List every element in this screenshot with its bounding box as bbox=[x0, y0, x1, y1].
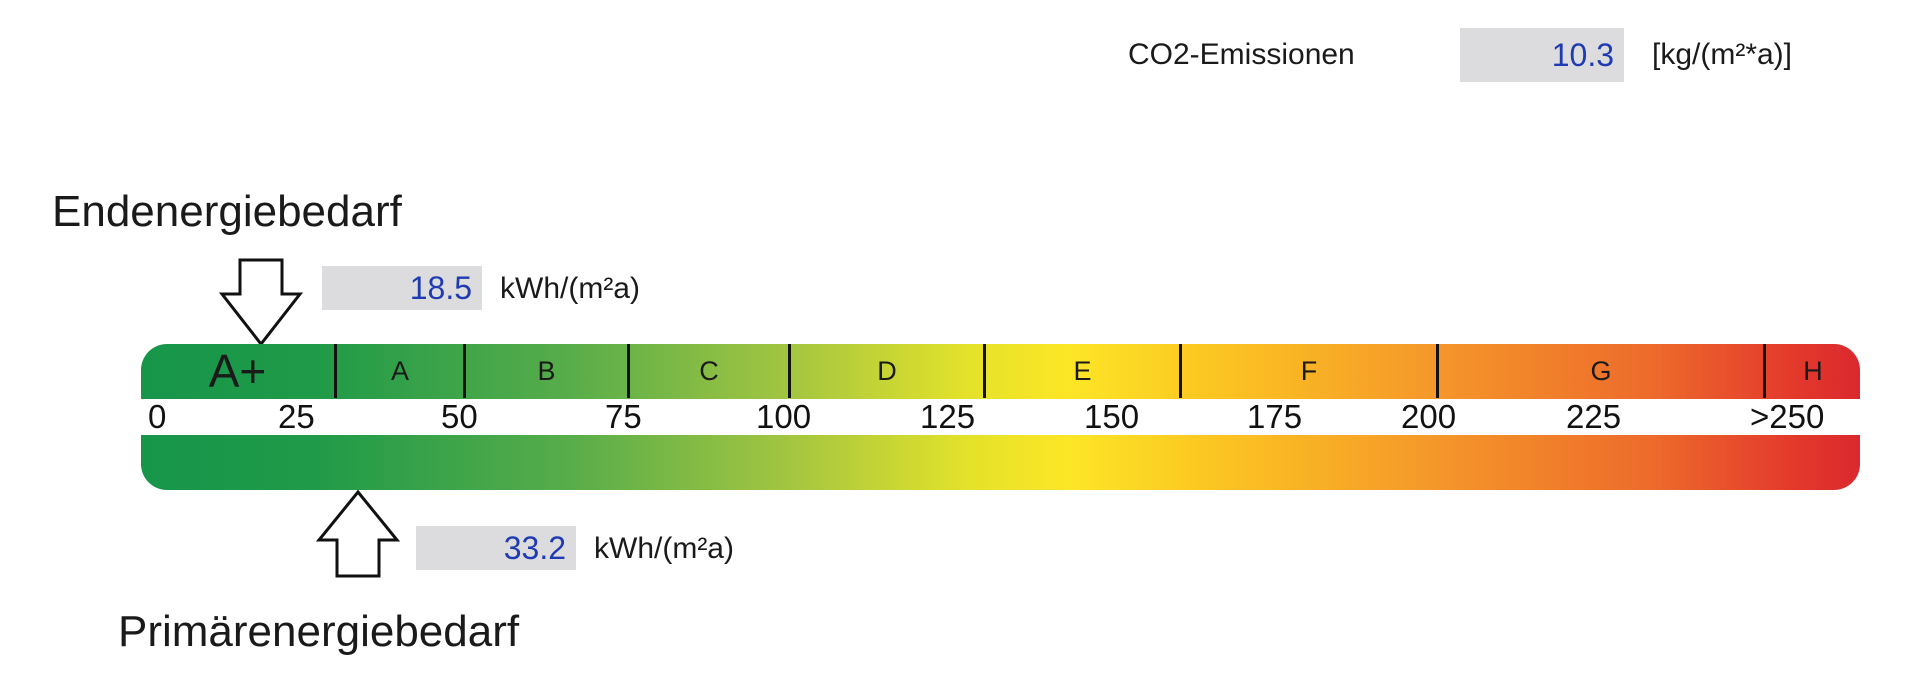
end-energy-unit: kWh/(m²a) bbox=[500, 272, 640, 305]
scale-tick-label: 225 bbox=[1566, 398, 1622, 435]
up-arrow-icon bbox=[315, 489, 401, 578]
end-energy-title: Endenergiebedarf bbox=[52, 187, 402, 236]
scale-divider bbox=[627, 344, 630, 398]
scale-tick-label: 175 bbox=[1247, 398, 1303, 435]
co2-value-field: 10.3 bbox=[1460, 28, 1624, 82]
scale-tick-label: 100 bbox=[756, 398, 812, 435]
energy-scale-top-bar bbox=[141, 344, 1860, 399]
primary-energy-title: Primärenergiebedarf bbox=[118, 607, 520, 656]
scale-divider bbox=[463, 344, 466, 398]
class-label-d: D bbox=[877, 355, 897, 386]
scale-divider bbox=[983, 344, 986, 398]
energy-scale-bottom-bar bbox=[141, 435, 1860, 490]
scale-tick-label: 125 bbox=[920, 398, 976, 435]
scale-divider bbox=[1763, 344, 1766, 398]
primary-energy-unit: kWh/(m²a) bbox=[594, 532, 734, 565]
class-label-e: E bbox=[1073, 355, 1092, 386]
scale-divider bbox=[1179, 344, 1182, 398]
class-label-a: A bbox=[390, 355, 409, 386]
class-label-h: H bbox=[1803, 355, 1823, 386]
scale-tick-label: 50 bbox=[441, 398, 478, 435]
scale-divider bbox=[334, 344, 337, 398]
scale-divider bbox=[788, 344, 791, 398]
class-label-f: F bbox=[1300, 355, 1318, 386]
scale-tick-label: 75 bbox=[605, 398, 642, 435]
co2-label: CO2-Emissionen bbox=[1128, 38, 1355, 71]
scale-tick-label: 150 bbox=[1084, 398, 1140, 435]
scale-tick-label: >250 bbox=[1750, 398, 1825, 435]
class-label-c: C bbox=[699, 355, 719, 386]
scale-divider bbox=[1436, 344, 1439, 398]
co2-unit: [kg/(m²*a)] bbox=[1652, 38, 1793, 71]
scale-tick-label: 25 bbox=[278, 398, 315, 435]
class-label-a-plus: A+ bbox=[208, 345, 267, 397]
scale-tick-label: 200 bbox=[1401, 398, 1457, 435]
scale-tick-label: 0 bbox=[148, 398, 167, 435]
class-label-b: B bbox=[537, 355, 556, 386]
end-energy-value-field: 18.5 bbox=[322, 266, 482, 310]
class-label-g: G bbox=[1590, 355, 1612, 386]
primary-energy-value-field: 33.2 bbox=[416, 526, 576, 570]
down-arrow-icon bbox=[218, 258, 304, 347]
